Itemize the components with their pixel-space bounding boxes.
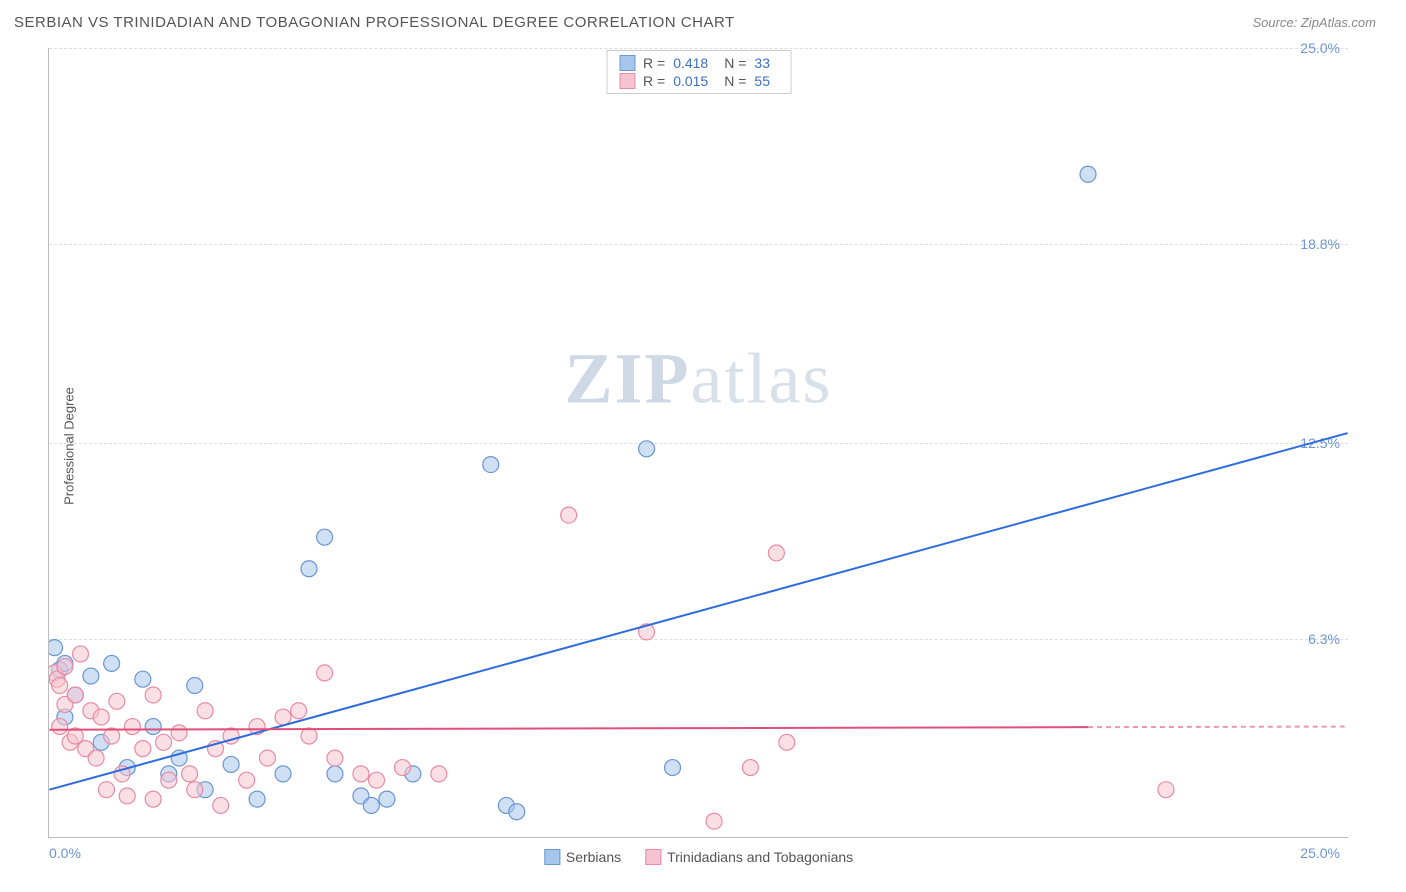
legend-row-trinidadians: R = 0.015 N = 55 <box>619 73 778 89</box>
legend-item-trinidadians: Trinidadians and Tobagonians <box>645 849 853 865</box>
source-label: Source: ZipAtlas.com <box>1252 15 1376 30</box>
legend-correlation: R = 0.418 N = 33 R = 0.015 N = 55 <box>606 50 791 94</box>
scatter-plot <box>49 48 1348 837</box>
swatch-icon <box>645 849 661 865</box>
x-tick-max: 25.0% <box>1300 845 1340 861</box>
x-tick-min: 0.0% <box>49 845 81 861</box>
chart-title: SERBIAN VS TRINIDADIAN AND TOBAGONIAN PR… <box>14 14 735 31</box>
swatch-trinidadians <box>619 73 635 89</box>
chart-area: ZIPatlas R = 0.418 N = 33 R = 0.015 N = … <box>48 48 1348 838</box>
legend-item-serbians: Serbians <box>544 849 621 865</box>
header: SERBIAN VS TRINIDADIAN AND TOBAGONIAN PR… <box>0 0 1406 41</box>
legend-series: Serbians Trinidadians and Tobagonians <box>544 849 853 865</box>
swatch-icon <box>544 849 560 865</box>
swatch-serbians <box>619 55 635 71</box>
legend-row-serbians: R = 0.418 N = 33 <box>619 55 778 71</box>
